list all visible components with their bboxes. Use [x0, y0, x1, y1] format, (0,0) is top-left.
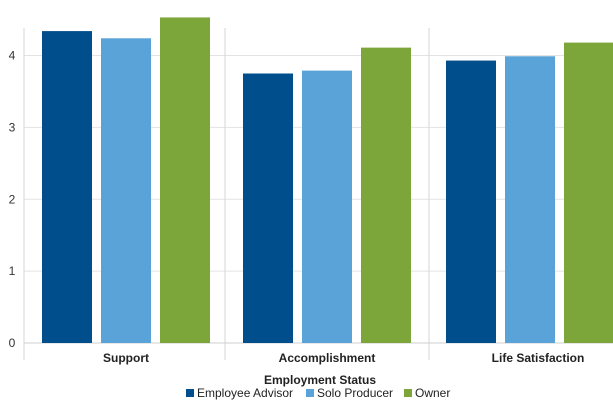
x-tick-label: Support [103, 351, 149, 365]
legend-swatch-owner [404, 389, 412, 397]
x-tick-label: Life Satisfaction [492, 351, 585, 365]
y-tick-label: 3 [9, 120, 16, 134]
bar-accomplishment-owner [361, 47, 411, 343]
bar-support-employee-advisor [42, 31, 92, 343]
legend-title: Employment Status [264, 373, 376, 387]
legend-label-owner: Owner [415, 386, 450, 400]
legend-label-employee-advisor: Employee Advisor [197, 386, 293, 400]
bar-life-satisfaction-solo-producer [505, 56, 555, 343]
bar-life-satisfaction-owner [564, 42, 613, 343]
bar-support-solo-producer [101, 38, 151, 344]
y-tick-label: 2 [9, 192, 16, 206]
legend-label-solo-producer: Solo Producer [317, 386, 393, 400]
bar-accomplishment-employee-advisor [243, 73, 293, 343]
bar-support-owner [160, 17, 210, 343]
y-tick-label: 0 [9, 336, 16, 350]
bar-life-satisfaction-employee-advisor [446, 60, 496, 344]
x-tick-label: Accomplishment [279, 351, 376, 365]
legend-swatch-solo-producer [306, 389, 314, 397]
legend-swatch-employee-advisor [186, 389, 194, 397]
bar-accomplishment-solo-producer [302, 70, 352, 343]
y-tick-label: 1 [9, 264, 16, 278]
y-tick-label: 4 [9, 49, 16, 63]
